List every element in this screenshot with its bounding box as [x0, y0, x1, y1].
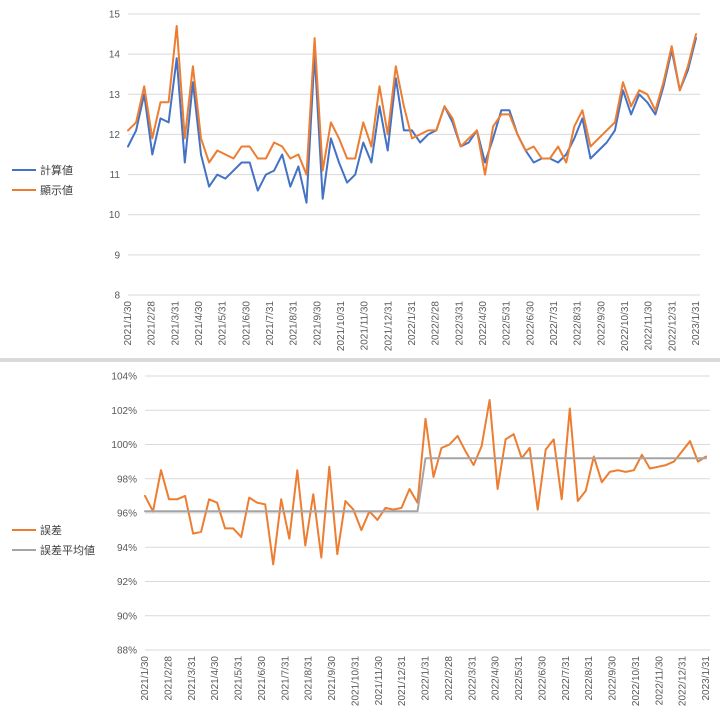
x-tick-label: 2022/6/30: [525, 301, 536, 346]
y-tick-label: 9: [114, 250, 120, 261]
legend-label: 顯示値: [40, 184, 73, 197]
x-tick-label: 2022/8/31: [573, 301, 584, 346]
series-line-1: [144, 457, 707, 513]
x-tick-label: 2021/5/31: [234, 656, 245, 701]
x-tick-label: 2021/9/30: [312, 301, 323, 346]
x-tick-label: 2022/1/31: [421, 656, 432, 701]
x-tick-label: 2022/2/28: [431, 301, 442, 346]
x-tick-label: 2021/7/31: [265, 301, 276, 346]
x-tick-label: 2022/11/30: [654, 656, 665, 706]
y-tick-label: 94%: [117, 543, 137, 554]
x-tick-label: 2022/11/30: [644, 301, 655, 351]
x-tick-label: 2022/1/31: [407, 301, 418, 346]
y-tick-label: 88%: [117, 646, 137, 657]
y-tick-label: 98%: [117, 474, 137, 485]
x-tick-label: 2021/3/31: [187, 656, 198, 701]
x-tick-label: 2021/10/31: [336, 301, 347, 351]
x-tick-label: 2023/1/31: [701, 656, 712, 701]
y-tick-label: 96%: [117, 509, 137, 520]
x-tick-label: 2022/5/31: [502, 301, 513, 346]
chart-panel-error: 88% 90% 92% 94% 96% 98% 100% 102% 104% 2021/1/30 2…: [0, 362, 720, 722]
y-tick-label: 92%: [117, 577, 137, 588]
x-tick-label: 2022/3/31: [467, 656, 478, 701]
x-tick-label: 2021/12/31: [397, 656, 408, 706]
x-tick-label: 2022/9/30: [596, 301, 607, 346]
x-tick-label: 2022/8/31: [584, 656, 595, 701]
y-tick-label: 102%: [111, 406, 137, 417]
x-tick-label: 2021/12/31: [383, 301, 394, 351]
x-tick-label: 2022/4/30: [491, 656, 502, 701]
x-tick-label: 2021/5/31: [218, 301, 229, 346]
x-tick-label: 2022/7/31: [549, 301, 560, 346]
x-tick-label: 2021/1/30: [123, 301, 134, 346]
x-tick-label: 2021/3/31: [170, 301, 181, 346]
y-tick-label: 14: [109, 50, 121, 61]
x-tick-label: 2021/6/30: [241, 301, 252, 346]
x-tick-label: 2022/6/30: [537, 656, 548, 701]
x-tick-label: 2021/11/30: [374, 656, 385, 706]
x-tick-label: 2021/2/28: [163, 656, 174, 701]
x-tick-label: 2021/1/30: [140, 656, 151, 701]
legend-label: 誤差平均値: [40, 543, 95, 557]
x-tick-label: 2022/12/31: [667, 301, 678, 351]
series-line-0: [144, 399, 707, 566]
x-tick-label: 2021/4/30: [210, 656, 221, 701]
x-tick-label: 2021/8/31: [289, 301, 300, 346]
y-tick-label: 12: [109, 130, 121, 141]
y-tick-label: 8: [114, 291, 120, 302]
x-tick-label: 2022/2/28: [444, 656, 455, 701]
x-tick-label: 2021/4/30: [194, 301, 205, 346]
x-tick-label: 2022/4/30: [478, 301, 489, 346]
y-tick-label: 13: [109, 90, 121, 101]
x-tick-label: 2021/7/31: [280, 656, 291, 701]
x-tick-label: 2021/9/30: [327, 656, 338, 701]
measurement-line-chart: 8 9 10 11 12 13 14 15 2021/1/30 2021/2/28 2021/3/3…: [12, 10, 702, 351]
x-tick-label: 2022/9/30: [608, 656, 619, 701]
chart-panel-measurements: 8 9 10 11 12 13 14 15 2021/1/30 2021/2/28 2021/3/3…: [0, 0, 720, 358]
x-tick-label: 2022/10/31: [620, 301, 631, 351]
x-tick-label: 2022/12/31: [678, 656, 689, 706]
series-line-0: [127, 37, 697, 204]
x-tick-label: 2021/6/30: [257, 656, 268, 701]
x-tick-label: 2023/1/31: [691, 301, 702, 346]
y-tick-label: 11: [110, 170, 121, 181]
x-tick-label: 2021/8/31: [304, 656, 315, 701]
error-line-chart: 88% 90% 92% 94% 96% 98% 100% 102% 104% 2021/1/30 2…: [12, 372, 712, 706]
y-tick-label: 100%: [111, 440, 137, 451]
x-tick-label: 2022/7/31: [561, 656, 572, 701]
legend-label: 計算値: [40, 163, 73, 177]
y-tick-label: 104%: [111, 372, 137, 383]
x-tick-label: 2022/10/31: [631, 656, 642, 706]
x-tick-label: 2022/5/31: [514, 656, 525, 701]
legend-label: 誤差: [40, 523, 62, 537]
series-line-1: [127, 25, 697, 176]
x-tick-label: 2021/10/31: [350, 656, 361, 706]
x-tick-label: 2021/2/28: [147, 301, 158, 346]
y-tick-label: 15: [109, 10, 121, 21]
panel-divider: [0, 358, 720, 362]
y-tick-label: 90%: [117, 611, 137, 622]
y-tick-label: 10: [109, 210, 121, 221]
x-tick-label: 2021/11/30: [360, 301, 371, 351]
x-tick-label: 2022/3/31: [454, 301, 465, 346]
